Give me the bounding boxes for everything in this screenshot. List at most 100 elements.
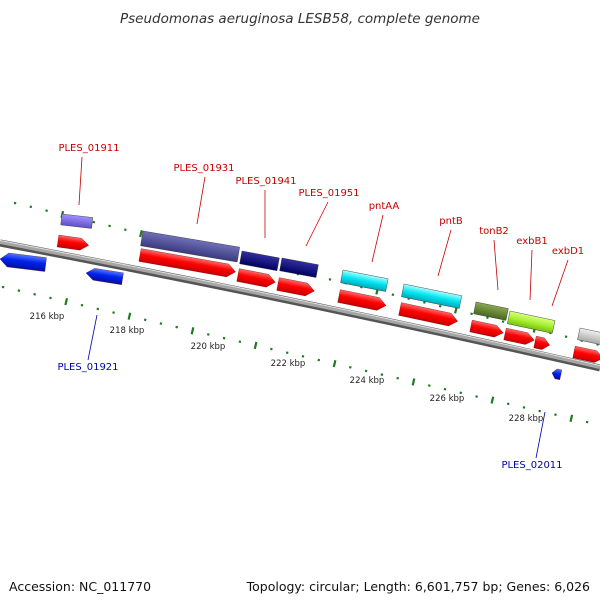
gene-label-ples-01951: PLES_01951 [298,188,359,199]
forward-gene-arrow [138,248,236,278]
feature-tonb2 [473,301,509,321]
minor-tick [564,335,568,339]
scale-ticks [1,201,599,424]
minor-tick [108,224,111,228]
minor-tick [49,296,52,300]
gene-label-ples-01921: PLES_01921 [57,362,118,373]
forward-gene-arrow [398,302,458,327]
feature-ples-01951 [279,257,319,278]
minor-tick [364,369,368,373]
minor-tick [501,320,505,323]
leader-line [493,239,499,291]
feature-ples-01911 [60,213,94,229]
minor-tick [175,325,179,329]
minor-tick [391,293,395,297]
forward-gene-arrow [276,277,315,297]
scale-label: 216 kbp [30,312,65,322]
major-tick [139,229,143,238]
leader-line [196,176,206,225]
minor-tick [206,333,210,336]
minor-tick [538,409,542,413]
minor-tick [443,387,447,391]
gene-label-ples-01911: PLES_01911 [58,143,119,154]
scale-label: 226 kbp [430,394,465,404]
minor-tick [438,304,442,308]
minor-tick [396,376,400,380]
feature-ples-01941 [239,250,280,271]
gene-label-ples-01931: PLES_01931 [173,163,234,174]
leader-line [551,259,569,307]
minor-tick [96,307,100,311]
genome-backbone [0,239,600,372]
forward-gene-arrow [533,335,550,350]
minor-tick [92,220,96,224]
minor-tick [29,205,33,209]
scale-label: 224 kbp [350,376,385,386]
minor-tick [45,209,48,212]
minor-tick [427,384,431,387]
minor-tick [285,351,289,355]
leader-line [371,214,384,263]
reverse-gene-arrow [0,252,47,272]
gene-label-tonb2: tonB2 [479,226,509,237]
minor-tick [554,413,557,417]
minor-tick [301,355,305,358]
forward-gene-arrow [503,327,535,345]
forward-gene-arrow [236,268,276,288]
minor-tick [33,293,37,296]
minor-tick [459,391,463,395]
topology-text: Topology: circular; Length: 6,601,757 bp… [246,579,590,594]
feature-pntaa [340,269,389,292]
major-tick [190,327,195,335]
major-tick [64,297,69,306]
scale-label: 218 kbp [110,326,145,336]
major-tick [569,414,574,422]
gene-label-pntb: pntB [439,216,463,227]
accession-text: Accession: NC_011770 [9,579,152,594]
scale-label: 222 kbp [271,359,306,369]
gene-label-exbb1: exbB1 [516,236,547,247]
minor-tick [348,366,352,369]
leader-line [529,249,533,301]
leader-line [535,411,546,459]
gene-labels: PLES_01911 PLES_01931PLES_01941PLES_01951… [57,143,584,471]
feature-exbb1 [507,310,556,334]
reverse-gene-arrow [551,368,563,380]
gene-label-ples-02011: PLES_02011 [501,460,562,471]
minor-tick [317,358,321,362]
scale-label: 220 kbp [191,342,226,352]
gene-label-pntaa: pntAA [369,201,400,212]
feature-ples-01931 [140,230,240,263]
scale-label: 228 kbp [509,414,544,424]
reverse-gene-arrow [85,268,124,285]
minor-tick [238,340,242,344]
minor-tick [80,303,84,307]
leader-line [87,314,98,361]
map-title: Pseudomonas aeruginosa LESB58, complete … [120,11,480,27]
minor-tick [1,285,5,289]
feature-grey [577,327,600,347]
gene-label-ples-01941: PLES_01941 [235,176,296,187]
major-tick [332,359,337,368]
minor-tick [159,322,163,325]
major-tick [411,378,416,386]
minor-tick [380,373,384,376]
minor-tick [123,228,127,232]
minor-tick [522,406,526,409]
minor-tick [585,420,589,424]
forward-gene-arrow [337,289,387,311]
minor-tick [475,395,478,398]
major-tick [490,396,495,404]
leader-line [437,229,452,277]
leader-line [78,156,83,206]
forward-gene-arrow [56,234,89,251]
minor-tick [270,347,273,351]
minor-tick [506,402,510,406]
minor-tick [470,312,473,316]
major-tick [127,312,132,320]
feature-pntb [401,283,463,309]
minor-tick [328,278,332,281]
scale-labels: 216 kbp 218 kbp 220 kbp 222 kbp 224 kbp 226 k… [30,312,544,424]
minor-tick [222,336,226,340]
